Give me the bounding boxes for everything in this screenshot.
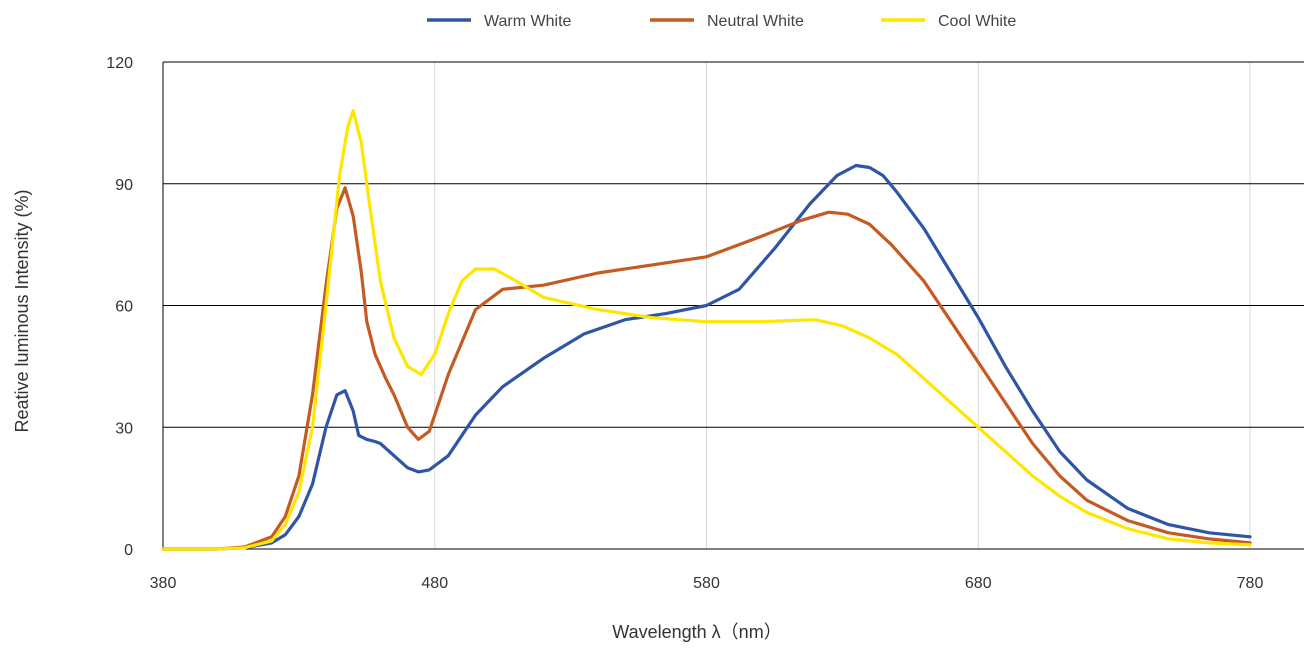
x-tick-label: 680 bbox=[965, 575, 992, 592]
y-tick-label: 120 bbox=[106, 55, 133, 72]
series-layer bbox=[161, 109, 1252, 551]
x-tick-label: 580 bbox=[693, 575, 720, 592]
y-tick-label: 60 bbox=[115, 299, 133, 316]
legend-label: Cool White bbox=[938, 13, 1016, 30]
x-tick-labels: 380 480 580 680 780 bbox=[150, 575, 1264, 592]
y-axis-title: Reative luminous Intensity (%) bbox=[12, 189, 32, 432]
plot-frame bbox=[162, 61, 1304, 549]
grid-layer bbox=[163, 62, 1304, 550]
legend-label: Neutral White bbox=[707, 13, 804, 30]
legend-label: Warm White bbox=[484, 13, 572, 30]
legend: Warm White Neutral White Cool White bbox=[427, 13, 1016, 30]
y-tick-label: 30 bbox=[115, 420, 133, 437]
series-line-warm-white bbox=[161, 163, 1252, 551]
y-tick-label: 90 bbox=[115, 177, 133, 194]
series-line-cool-white bbox=[161, 109, 1252, 551]
x-tick-label: 480 bbox=[421, 575, 448, 592]
y-tick-labels: 0 30 60 90 120 bbox=[106, 55, 133, 559]
x-tick-label: 380 bbox=[150, 575, 177, 592]
series-line-neutral-white bbox=[161, 186, 1252, 551]
y-tick-label: 0 bbox=[124, 542, 133, 559]
x-axis-title: Wavelength λ（nm） bbox=[612, 622, 781, 642]
x-tick-label: 780 bbox=[1237, 575, 1264, 592]
